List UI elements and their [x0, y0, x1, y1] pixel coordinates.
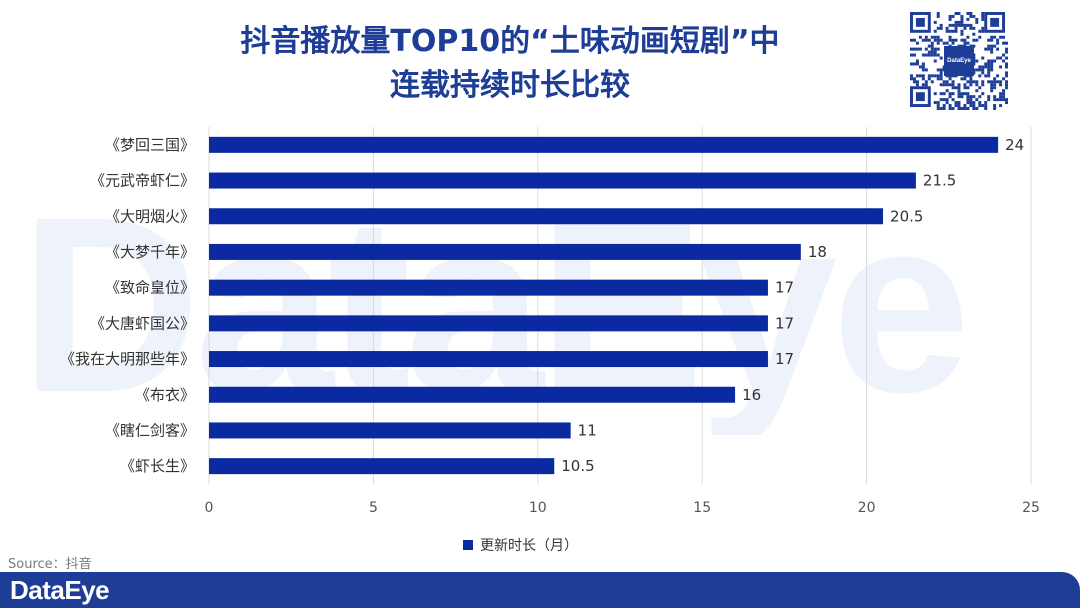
data-label: 17: [775, 279, 794, 297]
data-label: 17: [775, 350, 794, 368]
chart-title-line2: 连载持续时长比较: [390, 68, 630, 103]
bar: [209, 315, 768, 332]
data-label: 20.5: [890, 207, 923, 225]
qr-code: DataEye: [910, 12, 1008, 110]
bar: [209, 351, 768, 368]
legend-label: 更新时长（月）: [480, 538, 578, 554]
bar-chart: 0 5 10 15 20 25 《梦回三国》 24 《元武帝虾仁》 21.5 《大明烟火》 20.5 《…: [60, 127, 1040, 516]
category-label: 《大唐虾国公》: [90, 314, 195, 332]
qr-code-icon: [910, 12, 1008, 110]
x-tick-label: 0: [205, 500, 214, 516]
chart-legend: 更新时长（月）: [463, 536, 578, 554]
category-label: 《大梦千年》: [105, 243, 195, 261]
data-label: 11: [578, 421, 597, 439]
data-label: 16: [742, 386, 761, 404]
category-label: 《大明烟火》: [105, 207, 195, 225]
source-note: Source：抖音: [8, 557, 92, 572]
category-label: 《我在大明那些年》: [60, 350, 195, 368]
chart-title-line1: 抖音播放量TOP10的“土味动画短剧”中: [240, 24, 780, 59]
data-label: 18: [808, 243, 827, 261]
bar: [209, 422, 571, 439]
bar: [209, 136, 999, 153]
brand-logo-text: DataEye: [10, 575, 110, 605]
bar: [209, 386, 736, 403]
data-label: 17: [775, 314, 794, 332]
chart-title: 抖音播放量TOP10的“土味动画短剧”中 连载持续时长比较: [160, 20, 860, 108]
data-label: 24: [1005, 136, 1024, 154]
bar: [209, 172, 916, 189]
x-tick-label: 25: [1022, 500, 1040, 516]
x-tick-label: 15: [693, 500, 711, 516]
bar: [209, 208, 884, 225]
x-tick-label: 5: [369, 500, 378, 516]
data-label: 21.5: [923, 172, 956, 190]
category-label: 《布衣》: [135, 386, 195, 404]
category-label: 《梦回三国》: [105, 136, 195, 154]
bar: [209, 279, 768, 296]
bar: [209, 458, 555, 475]
x-tick-label: 10: [529, 500, 547, 516]
category-label: 《元武帝虾仁》: [90, 172, 195, 190]
data-label: 10.5: [561, 457, 594, 475]
legend-swatch: [463, 540, 473, 550]
bar: [209, 243, 801, 260]
qr-logo: DataEye: [944, 46, 974, 76]
category-label: 《虾长生》: [120, 457, 195, 475]
footer-bar: [0, 572, 1080, 608]
x-tick-label: 20: [858, 500, 876, 516]
category-label: 《瞎仁剑客》: [105, 421, 195, 439]
category-label: 《致命皇位》: [105, 279, 195, 297]
